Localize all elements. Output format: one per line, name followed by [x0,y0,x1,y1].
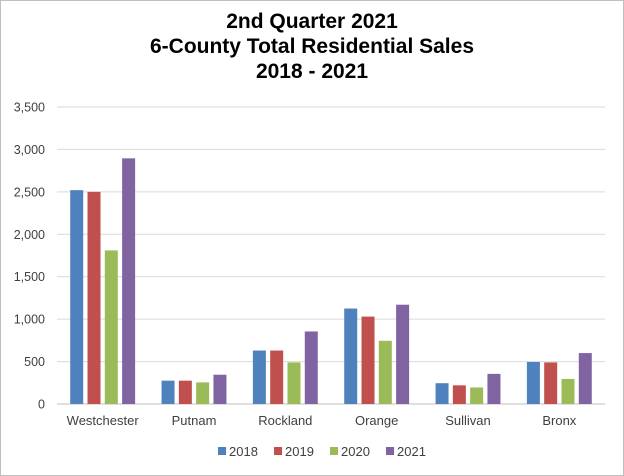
y-tick-label: 1,000 [14,313,45,327]
legend-swatch [330,447,338,455]
bar-bronx-2018 [526,361,540,404]
bar-sullivan-2021 [487,373,501,404]
bar-bronx-2019 [544,362,558,404]
y-tick-label: 0 [38,398,45,412]
legend-label: 2020 [341,444,370,459]
bar-putnam-2021 [213,374,227,404]
bar-westchester-2019 [87,191,101,404]
bar-putnam-2019 [178,380,192,404]
y-axis: 0 500 1,000 1,500 2,000 2,500 3,000 3,500 [14,101,45,412]
x-tick-label: Bronx [542,413,576,428]
bar-orange-2019 [361,316,375,404]
bar-rockland-2018 [252,350,266,404]
x-tick-label: Westchester [67,413,140,428]
bar-westchester-2020 [104,250,118,404]
bar-orange-2020 [378,340,392,404]
bar-sullivan-2020 [470,387,484,404]
x-tick-label: Putnam [172,413,217,428]
legend-swatch [274,447,282,455]
bar-orange-2021 [396,304,410,404]
x-tick-label: Sullivan [445,413,491,428]
legend: 2018 2019 2020 2021 [218,444,426,459]
chart-title-line-3: 2018 - 2021 [255,60,369,83]
y-tick-label: 3,500 [14,101,45,115]
chart-title: 2nd Quarter 2021 6-County Total Resident… [1,9,623,84]
x-axis: Westchester Putnam Rockland Orange Sullivan B… [67,413,577,428]
bar-westchester-2021 [122,158,136,404]
legend-label: 2018 [229,444,258,459]
y-tick-label: 2,500 [14,185,45,199]
bar-rockland-2020 [287,362,301,404]
y-tick-label: 1,500 [14,270,45,284]
bar-sullivan-2019 [452,385,466,404]
bar-putnam-2020 [196,382,210,404]
x-tick-label: Rockland [258,413,312,428]
grid-lines [57,106,605,405]
bar-bronx-2021 [578,353,592,404]
x-tick-label: Orange [355,413,398,428]
bar-rockland-2021 [304,331,318,404]
legend-swatch [386,447,394,455]
legend-label: 2021 [397,444,426,459]
bar-orange-2018 [344,308,358,404]
chart-title-line-1: 2nd Quarter 2021 [226,10,398,33]
chart-title-line-2: 6-County Total Residential Sales [149,35,474,58]
bar-rockland-2019 [270,350,284,404]
y-tick-label: 500 [24,355,45,369]
y-tick-label: 2,000 [14,228,45,242]
bar-bronx-2020 [561,378,575,404]
bars [70,158,592,404]
y-tick-label: 3,000 [14,143,45,157]
bar-sullivan-2018 [435,383,449,404]
legend-swatch [218,447,226,455]
bar-putnam-2018 [161,380,175,404]
legend-label: 2019 [285,444,314,459]
bar-westchester-2018 [70,190,84,404]
